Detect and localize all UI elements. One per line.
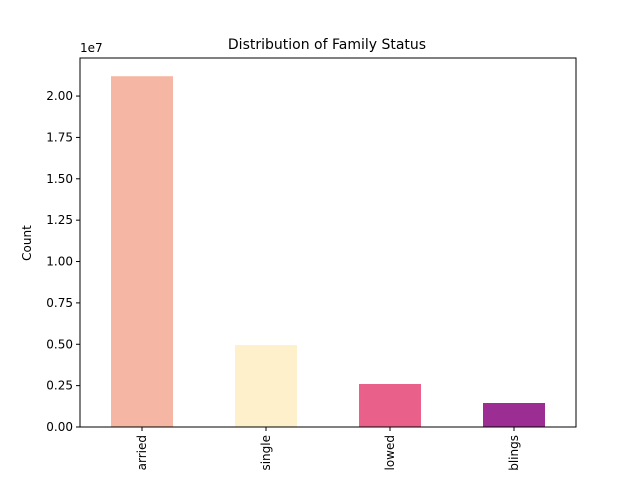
y-tick-label-5: 1.25 bbox=[46, 213, 73, 227]
y-tick-label-6: 1.50 bbox=[46, 172, 73, 186]
y-offset-label: 1e7 bbox=[80, 41, 103, 55]
plot-frame bbox=[79, 57, 577, 428]
y-axis: 0.00 0.25 0.50 0.75 1.00 1.25 1.50 1.75 2.00 bbox=[46, 89, 80, 434]
chart-title: Distribution of Family Status bbox=[228, 37, 426, 53]
y-tick-label-2: 0.50 bbox=[46, 337, 73, 351]
y-tick-label-7: 1.75 bbox=[46, 130, 73, 144]
bar-3 bbox=[483, 403, 545, 427]
bar-2 bbox=[359, 383, 421, 427]
x-axis: arried single lowed blings bbox=[135, 427, 521, 471]
x-tick-label-0: arried bbox=[135, 435, 149, 470]
y-tick-label-4: 1.00 bbox=[46, 255, 73, 269]
y-tick-label-0: 0.00 bbox=[46, 420, 73, 434]
bars-group bbox=[111, 76, 545, 428]
y-tick-label-8: 2.00 bbox=[46, 89, 73, 103]
x-tick-label-3: blings bbox=[507, 435, 521, 471]
y-tick-label-3: 0.75 bbox=[46, 296, 73, 310]
y-tick-label-1: 0.25 bbox=[46, 379, 73, 393]
bar-1 bbox=[235, 345, 297, 427]
x-tick-label-2: lowed bbox=[383, 435, 397, 471]
bar-0 bbox=[111, 76, 173, 428]
x-tick-label-1: single bbox=[259, 435, 273, 471]
y-axis-label: Count bbox=[20, 225, 34, 261]
